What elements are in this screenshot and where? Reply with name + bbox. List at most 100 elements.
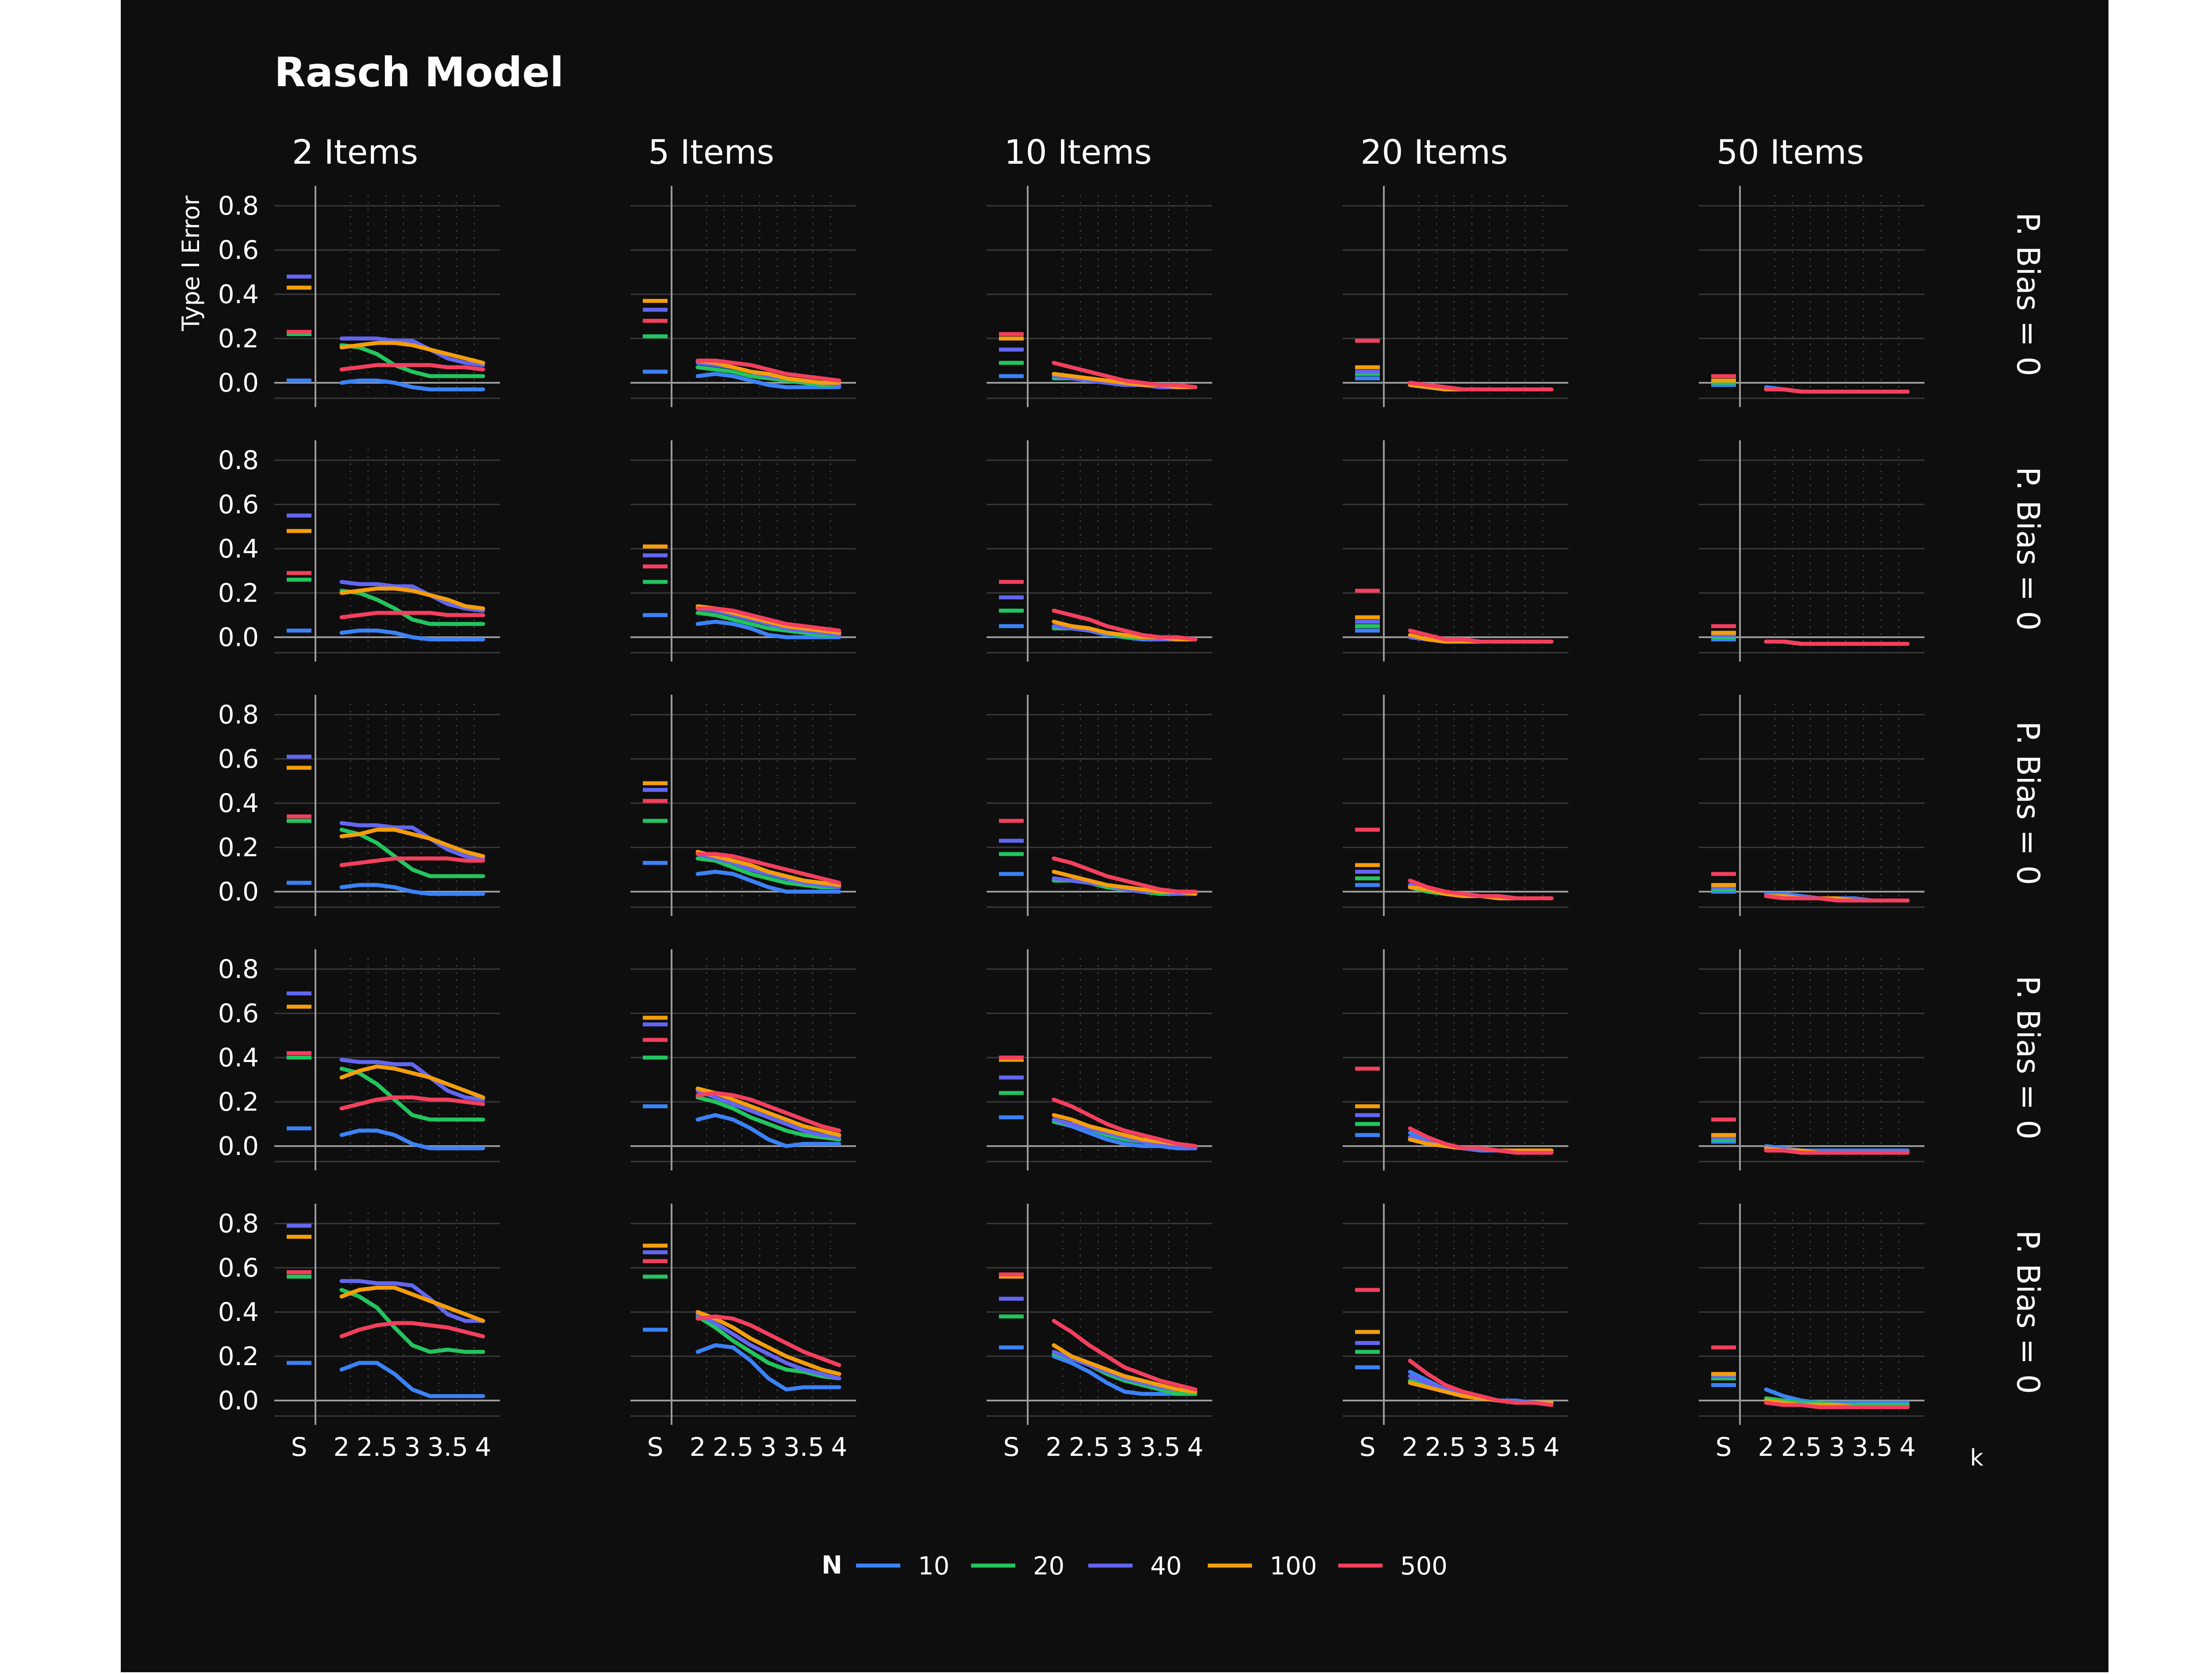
panel: 0.0 0.2 0.4 0.6 0.8 — [218, 695, 500, 916]
y-tick-label: 0.0 — [218, 877, 259, 907]
series-line — [339, 611, 485, 620]
x-tick-label: 3 — [1473, 1432, 1489, 1462]
panel — [1343, 695, 1568, 916]
series-line — [339, 378, 485, 392]
panel — [630, 186, 856, 407]
y-tick-label: 0.8 — [218, 700, 259, 730]
series-line — [339, 1361, 485, 1398]
y-tick-label: 0.6 — [218, 235, 259, 265]
x-tick-label: 2 — [690, 1432, 706, 1462]
x-tick-label: 2.5 — [1425, 1432, 1466, 1462]
y-tick-label: 0.0 — [218, 622, 259, 652]
series-line — [339, 827, 485, 858]
series-line — [339, 1095, 485, 1111]
legend-label: 20 — [1033, 1552, 1064, 1581]
series-line — [1052, 608, 1198, 642]
series-line — [695, 1095, 841, 1142]
legend: N 10 20 40 100 500 — [822, 1551, 1448, 1581]
legend-title: N — [822, 1551, 842, 1580]
series-line — [695, 1314, 841, 1367]
legend-label: 100 — [1270, 1552, 1317, 1581]
x-tick-label: 2 — [1758, 1432, 1774, 1462]
panel — [1343, 440, 1568, 662]
series-line — [1408, 878, 1554, 900]
series-line — [339, 1321, 485, 1339]
series-line — [695, 870, 841, 894]
series-line — [339, 628, 485, 642]
row-strip-label: P. Bias = 0 — [2010, 1230, 2046, 1394]
panel: 0.0 0.2 0.4 0.6 0.8 — [218, 186, 500, 407]
series-line — [339, 821, 485, 861]
series-line — [1764, 639, 1910, 646]
series-line — [339, 856, 485, 867]
x-tick-label: S — [1359, 1432, 1376, 1462]
panel: S 2 2.5 3 3.5 4 — [630, 1204, 856, 1462]
series-line — [339, 589, 485, 626]
x-tick-label: 3.5 — [427, 1432, 468, 1462]
panel — [1343, 949, 1568, 1170]
series-line — [695, 1314, 841, 1381]
x-tick-label: 2 — [1402, 1432, 1418, 1462]
series-line — [1052, 361, 1198, 389]
chart-title: Rasch Model — [274, 49, 564, 96]
panel — [987, 949, 1212, 1170]
series-line — [339, 363, 485, 372]
panel — [1699, 186, 1924, 407]
y-tick-label: 0.6 — [218, 489, 259, 520]
column-header: 10 Items — [1004, 132, 1152, 172]
y-tick-label: 0.4 — [218, 1043, 259, 1073]
y-tick-label: 0.4 — [218, 279, 259, 309]
panel: 0.0 0.2 0.4 0.6 0.8 — [218, 440, 500, 662]
series-line — [695, 1089, 841, 1139]
panel — [987, 695, 1212, 916]
series-line — [695, 358, 841, 385]
panel: 0.0 0.2 0.4 0.6 0.8 — [218, 949, 500, 1170]
x-tick-label: 3 — [1829, 1432, 1845, 1462]
series-line — [339, 1128, 485, 1151]
y-tick-label: 0.4 — [218, 1297, 259, 1327]
series-line — [339, 1279, 485, 1323]
y-tick-label: 0.6 — [218, 1253, 259, 1283]
series-line — [1764, 1387, 1910, 1405]
panel: S 2 2.5 3 3.5 4 — [987, 1204, 1212, 1462]
y-tick-label: 0.2 — [218, 323, 259, 354]
series-line — [1052, 1343, 1198, 1394]
series-line — [339, 336, 485, 367]
series-line — [339, 1285, 485, 1323]
x-tick-label: 3 — [1117, 1432, 1133, 1462]
series-line — [1408, 628, 1554, 644]
series-line — [339, 1288, 485, 1354]
panel — [987, 440, 1212, 662]
legend-label: 10 — [918, 1552, 949, 1581]
series-line — [695, 365, 841, 387]
y-tick-label: 0.4 — [218, 534, 259, 564]
series-line — [339, 827, 485, 878]
row-strip-label: P. Bias = 0 — [2010, 212, 2046, 376]
series-line — [339, 580, 485, 613]
x-tick-label: 3 — [760, 1432, 777, 1462]
series-line — [339, 343, 485, 378]
x-axis-title: k — [1970, 1445, 1983, 1471]
y-tick-label: 0.6 — [218, 998, 259, 1028]
y-tick-label: 0.2 — [218, 1087, 259, 1117]
y-tick-label: 0.4 — [218, 788, 259, 818]
x-tick-label: S — [1003, 1432, 1020, 1462]
column-header: 50 Items — [1717, 132, 1864, 172]
y-tick-label: 0.2 — [218, 1341, 259, 1371]
x-tick-label: 4 — [831, 1432, 848, 1462]
x-tick-label: 2 — [334, 1432, 350, 1462]
x-tick-label: 2.5 — [1781, 1432, 1822, 1462]
row-strip-label: P. Bias = 0 — [2010, 721, 2046, 885]
series-line — [1764, 1148, 1910, 1155]
y-tick-label: 0.8 — [218, 191, 259, 221]
series-line — [339, 586, 485, 611]
panel — [1699, 440, 1924, 662]
series-line — [339, 1064, 485, 1100]
x-tick-label: 4 — [1544, 1432, 1560, 1462]
panel — [630, 440, 856, 662]
x-tick-label: S — [647, 1432, 664, 1462]
series-line — [695, 606, 841, 633]
y-tick-label: 0.8 — [218, 1208, 259, 1239]
series-line — [1052, 1319, 1198, 1392]
